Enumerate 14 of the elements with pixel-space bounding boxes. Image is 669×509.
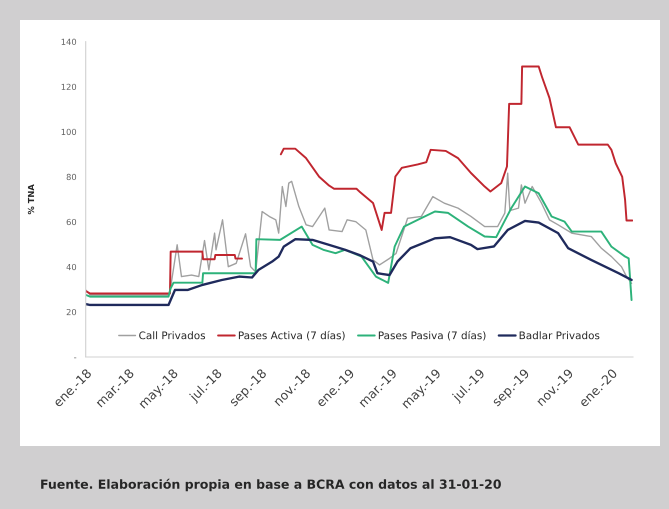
y-tick-label: 120 (62, 84, 76, 90)
y-tick-label: 60 (66, 218, 76, 226)
legend-label: Pases Pasiva (7 días) (378, 330, 486, 341)
source-note: Fuente. Elaboración propia en base a BCRA con datos al 31-01-20 (41, 478, 501, 492)
legend-label: Call Privados (139, 331, 206, 340)
y-tick-label: 40 (66, 264, 76, 270)
legend-label: Badlar Privados (520, 331, 600, 340)
y-tick-label: 20 (66, 308, 76, 316)
legend-label: Pases Activa (7 días) (238, 330, 345, 341)
y-tick-label: 100 (62, 128, 76, 136)
y-axis-title: % TNA (28, 184, 34, 214)
y-tick-label: 140 (62, 38, 76, 45)
line-series (86, 220, 633, 306)
y-tick-label: 80 (66, 174, 76, 180)
